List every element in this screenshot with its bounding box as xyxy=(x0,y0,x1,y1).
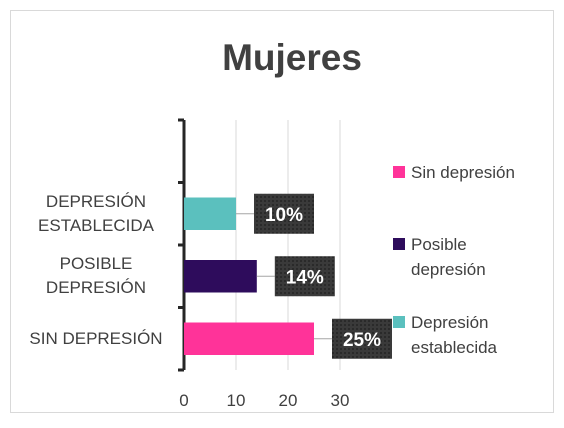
x-tick-label: 10 xyxy=(227,391,246,410)
legend-swatch xyxy=(393,166,405,178)
legend-label: Posible depresión xyxy=(411,235,486,279)
bar xyxy=(184,260,257,293)
data-label: 10% xyxy=(265,205,303,226)
x-tick-label: 30 xyxy=(331,391,350,410)
data-label-box xyxy=(274,256,335,297)
y-tick-label: POSIBLE DEPRESIÓN xyxy=(45,254,147,298)
x-tick-label: 20 xyxy=(279,391,298,410)
bar xyxy=(184,322,314,355)
data-label: 14% xyxy=(286,267,324,288)
data-label-box xyxy=(332,318,392,359)
bar xyxy=(184,197,236,230)
x-tick-label: 0 xyxy=(179,391,188,410)
legend-swatch xyxy=(393,238,405,250)
y-tick-label: SIN DEPRESIÓN xyxy=(29,328,163,348)
legend-label: Depresión establecida xyxy=(411,313,498,357)
data-label: 25% xyxy=(343,330,381,351)
data-label-box xyxy=(254,193,314,234)
chart-title: Mujeres xyxy=(222,37,362,78)
legend-swatch xyxy=(393,316,405,328)
legend-label: Sin depresión xyxy=(411,163,515,182)
y-tick-label: DEPRESIÓN ESTABLECIDA xyxy=(38,191,154,235)
